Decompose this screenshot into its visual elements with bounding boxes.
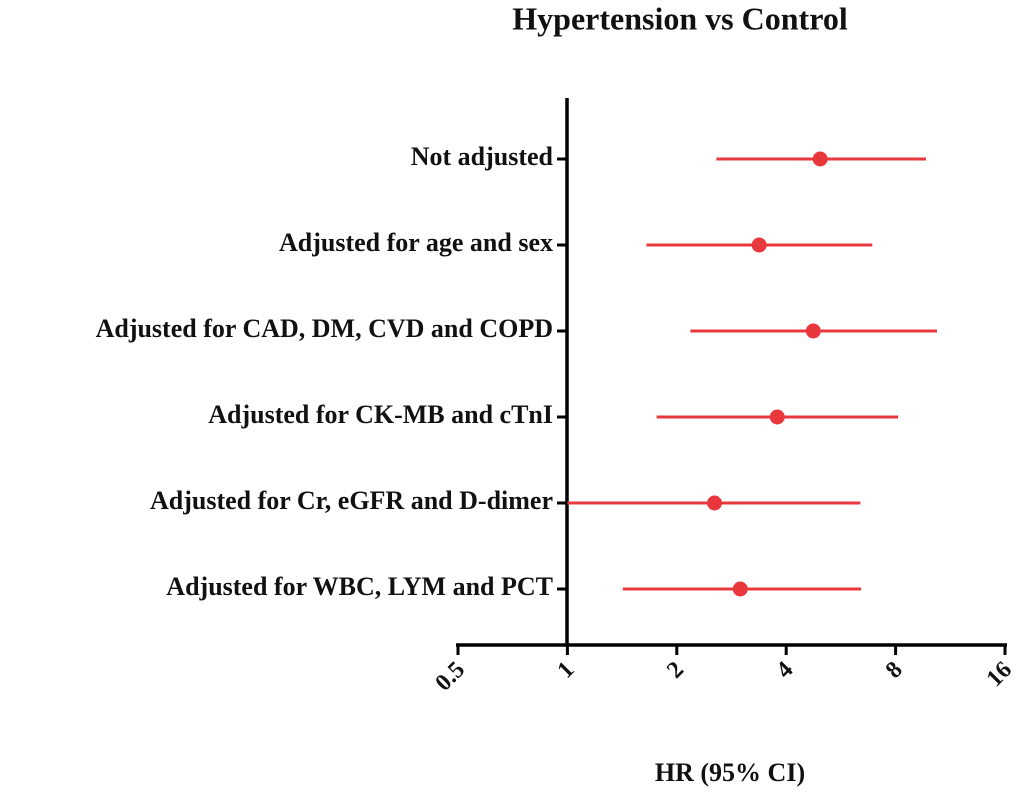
x-tick-label: 16 xyxy=(982,657,1017,692)
x-tick-label: 1 xyxy=(553,657,580,684)
point-estimate xyxy=(751,237,767,253)
chart-title: Hypertension vs Control xyxy=(512,0,848,36)
x-tick-label: 4 xyxy=(771,657,798,684)
point-estimate xyxy=(707,495,723,511)
x-tick-label: 8 xyxy=(881,657,908,684)
point-estimate xyxy=(812,151,828,167)
point-estimate xyxy=(769,409,785,425)
category-label: Adjusted for WBC, LYM and PCT xyxy=(166,572,553,601)
x-axis-label: HR (95% CI) xyxy=(655,758,805,787)
category-label: Not adjusted xyxy=(411,142,554,171)
x-tick-label: 0.5 xyxy=(431,657,471,697)
x-tick-label: 2 xyxy=(662,657,689,684)
category-label: Adjusted for CK-MB and cTnI xyxy=(208,400,553,429)
point-estimate xyxy=(805,323,821,339)
point-estimate xyxy=(732,581,748,597)
category-label: Adjusted for Cr, eGFR and D-dimer xyxy=(150,486,553,515)
category-label: Adjusted for CAD, DM, CVD and COPD xyxy=(96,314,553,343)
category-label: Adjusted for age and sex xyxy=(279,228,553,257)
